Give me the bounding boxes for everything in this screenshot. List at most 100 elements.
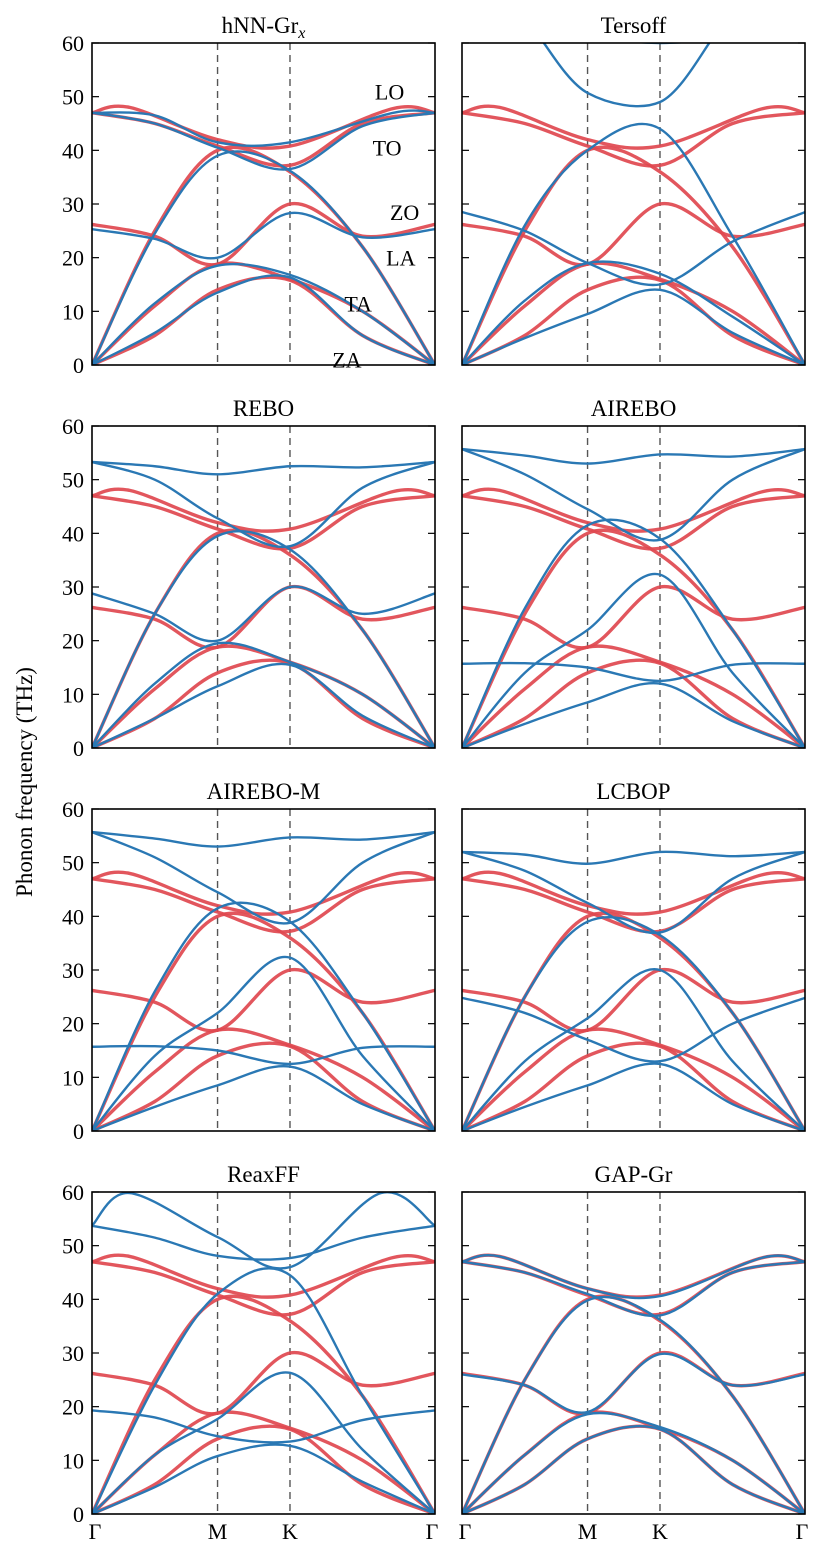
potential-branch-zo	[92, 901, 435, 1131]
panel-title: ReaxFF	[227, 1162, 300, 1187]
panel-title: REBO	[233, 396, 294, 421]
potential-branch-lo	[92, 111, 435, 171]
potential-branch-lo	[92, 1192, 435, 1270]
y-tick-label: 20	[62, 1012, 84, 1037]
potential-branch-za	[462, 682, 805, 748]
y-tick-label: 40	[62, 904, 84, 929]
potential-branch-zo	[92, 211, 435, 260]
potential-branch-la	[462, 122, 805, 365]
x-tick-label: K	[282, 1519, 298, 1544]
x-tick-label: M	[578, 1519, 598, 1544]
potential-branch-la	[92, 1371, 435, 1514]
bands	[462, 43, 805, 365]
reference-branch-to	[92, 487, 435, 533]
reference-branch-za	[462, 275, 805, 365]
reference-branch-to	[462, 487, 805, 533]
reference-branch-za	[92, 658, 435, 748]
reference-branch-ta	[92, 1027, 435, 1131]
x-tick-label: Γ	[459, 1519, 472, 1544]
potential-branch-za	[92, 1443, 435, 1514]
reference-branch-ta	[462, 1027, 805, 1131]
y-tick-label: 40	[62, 521, 84, 546]
potential-branch-zo	[92, 1267, 435, 1514]
branch-label-za: ZA	[332, 348, 361, 373]
panel-reaxff: ReaxFF 0 10 20 30 40 50 60 Γ M K Γ	[62, 1162, 439, 1544]
reference-branch-to	[92, 104, 435, 150]
y-tick-label: 20	[62, 1395, 84, 1420]
potential-branch-ta	[92, 262, 435, 365]
reference-branch-la	[92, 528, 435, 748]
potential-branch-zo	[92, 585, 435, 643]
reference-branch-lo	[462, 111, 805, 168]
reference-branch-za	[462, 1424, 805, 1514]
x-tick-label: Γ	[796, 1519, 809, 1544]
y-tick-label: 50	[62, 85, 84, 110]
potential-branch-la	[92, 530, 435, 748]
y-tick-label: 30	[62, 575, 84, 600]
potential-branch-za	[92, 1065, 435, 1131]
potential-branch-la	[462, 967, 805, 1131]
potential-branch-lo	[92, 830, 435, 925]
reference-branch-lo	[92, 1260, 435, 1317]
potential-branch-lo	[633, 43, 687, 45]
reference-branch-la	[462, 911, 805, 1131]
reference-branch-to	[462, 870, 805, 916]
y-tick-label: 50	[62, 468, 84, 493]
reference-branch-lo	[462, 877, 805, 934]
reference-branch-la	[462, 1294, 805, 1514]
potential-branch-ta	[462, 661, 805, 683]
panel-title: LCBOP	[596, 779, 670, 804]
branch-label-zo: ZO	[390, 200, 419, 225]
panel-title: hNN-Grx	[222, 13, 306, 42]
y-tick-label: 10	[62, 299, 84, 324]
branch-label-to: TO	[373, 136, 402, 161]
potential-branch-to	[462, 1254, 805, 1300]
potential-branch-lo	[462, 447, 805, 542]
panel-tersoff: Tersoff	[461, 13, 806, 366]
panel-title: GAP-Gr	[595, 1162, 673, 1187]
y-tick-label: 30	[62, 958, 84, 983]
x-tick-label: M	[208, 1519, 228, 1544]
panel-hnn-gr: hNN-Grx 0 10 20 30 40 50 60 LO TO ZO LA TA ZA	[62, 13, 436, 378]
potential-branch-zo	[462, 1352, 805, 1414]
y-axis-label: Phonon frequency (THz)	[12, 667, 37, 897]
bands	[462, 850, 805, 1131]
reference-branch-la	[92, 1294, 435, 1514]
potential-branch-la	[92, 150, 435, 365]
x-tick-label: Γ	[426, 1519, 439, 1544]
reference-branch-lo	[92, 877, 435, 934]
potential-branch-to	[92, 830, 435, 848]
panel-lcbop: LCBOP	[461, 779, 806, 1132]
y-tick-label: 10	[62, 682, 84, 707]
potential-branch-za	[92, 274, 435, 365]
reference-branch-to	[92, 870, 435, 916]
panel-gap-gr: GAP-Gr Γ M K Γ	[459, 1162, 809, 1544]
y-tick-label: 60	[62, 1180, 84, 1205]
reference-branch-zo	[92, 967, 435, 1033]
potential-branch-lo	[462, 1260, 805, 1318]
potential-branch-to	[462, 447, 805, 465]
reference-branch-za	[462, 1041, 805, 1131]
reference-branch-lo	[92, 494, 435, 551]
y-tick-label: 10	[62, 1448, 84, 1473]
x-tick-label: K	[652, 1519, 668, 1544]
reference-branch-la	[462, 145, 805, 365]
bands	[92, 460, 435, 748]
reference-branch-to	[92, 1253, 435, 1299]
panel-rebo: REBO 0 10 20 30 40 50 60	[62, 396, 436, 761]
potential-branch-ta	[462, 260, 805, 365]
potential-branch-za	[92, 662, 435, 748]
reference-branch-zo	[462, 584, 805, 650]
potential-branch-to	[92, 460, 435, 476]
y-tick-label: 60	[62, 797, 84, 822]
x-tick-label: Γ	[89, 1519, 102, 1544]
bands	[92, 104, 435, 365]
bands	[92, 1192, 435, 1514]
y-tick-label: 60	[62, 31, 84, 56]
bands	[462, 447, 805, 748]
potential-branch-zo	[462, 518, 805, 748]
panel-airebo-m: AIREBO-M 0 10 20 30 40 50 60	[62, 779, 436, 1144]
potential-branch-to	[92, 109, 435, 147]
y-tick-label: 0	[73, 353, 84, 378]
reference-branch-za	[92, 275, 435, 365]
